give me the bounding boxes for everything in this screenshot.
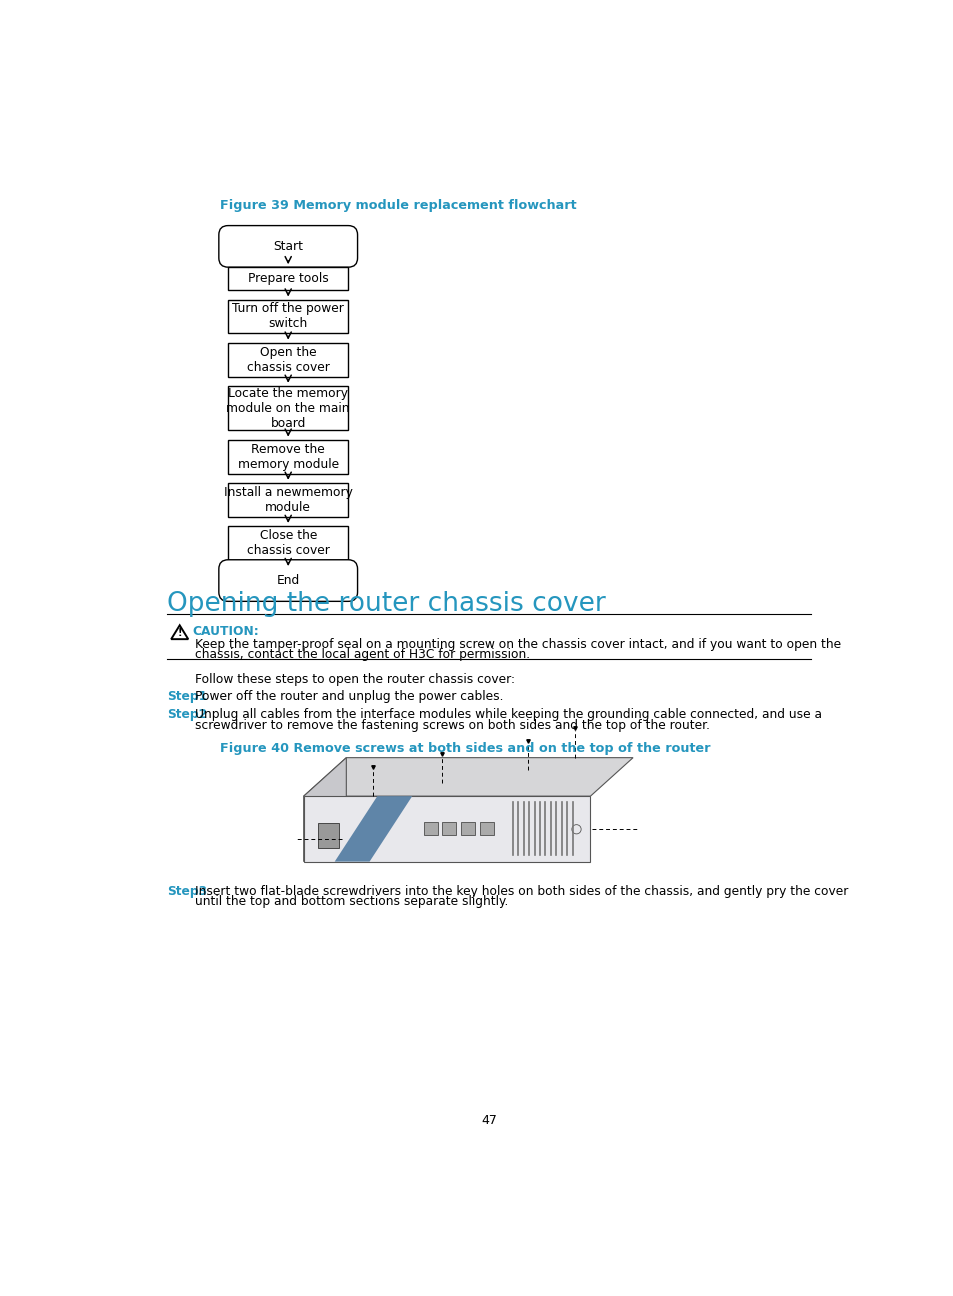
Text: Prepare tools: Prepare tools: [248, 272, 328, 285]
Text: CAUTION:: CAUTION:: [193, 625, 259, 638]
Bar: [228, 386, 348, 430]
Text: Start: Start: [273, 240, 303, 253]
Text: 47: 47: [480, 1115, 497, 1128]
Text: Unplug all cables from the interface modules while keeping the grounding cable c: Unplug all cables from the interface mod…: [195, 709, 821, 722]
Text: Figure 39 Memory module replacement flowchart: Figure 39 Memory module replacement flow…: [220, 198, 576, 211]
Text: until the top and bottom sections separate slightly.: until the top and bottom sections separa…: [195, 896, 508, 908]
Text: !: !: [177, 629, 182, 638]
Text: Step3: Step3: [167, 885, 207, 898]
Text: Follow these steps to open the router chassis cover:: Follow these steps to open the router ch…: [195, 673, 515, 686]
Text: End: End: [276, 574, 299, 587]
Polygon shape: [303, 758, 346, 862]
Bar: [228, 299, 348, 333]
Text: Keep the tamper-proof seal on a mounting screw on the chassis cover intact, and : Keep the tamper-proof seal on a mounting…: [195, 638, 841, 651]
Text: Step2: Step2: [167, 709, 208, 722]
Text: Figure 40 Remove screws at both sides and on the top of the router: Figure 40 Remove screws at both sides an…: [220, 743, 710, 756]
Bar: [303, 796, 590, 862]
Text: Turn off the power
switch: Turn off the power switch: [232, 302, 344, 330]
Bar: [479, 822, 493, 836]
Text: Opening the router chassis cover: Opening the router chassis cover: [167, 591, 605, 617]
Bar: [228, 483, 348, 517]
Text: Power off the router and unplug the power cables.: Power off the router and unplug the powe…: [195, 689, 503, 702]
Bar: [228, 342, 348, 377]
Text: Insert two flat-blade screwdrivers into the key holes on both sides of the chass: Insert two flat-blade screwdrivers into …: [195, 885, 847, 898]
Text: Step1: Step1: [167, 689, 208, 702]
Text: chassis, contact the local agent of H3C for permission.: chassis, contact the local agent of H3C …: [195, 648, 530, 661]
Polygon shape: [303, 758, 633, 796]
FancyBboxPatch shape: [218, 560, 357, 601]
Polygon shape: [335, 796, 412, 862]
Text: Close the
chassis cover: Close the chassis cover: [247, 529, 330, 557]
Text: Remove the
memory module: Remove the memory module: [237, 443, 338, 470]
Bar: [423, 822, 437, 836]
Text: Locate the memory
module on the main
board: Locate the memory module on the main boa…: [226, 386, 350, 429]
Bar: [317, 823, 339, 848]
Text: Open the
chassis cover: Open the chassis cover: [247, 346, 330, 373]
Text: Install a newmemory
module: Install a newmemory module: [224, 486, 353, 513]
Bar: [442, 822, 456, 836]
Text: screwdriver to remove the fastening screws on both sides and the top of the rout: screwdriver to remove the fastening scre…: [195, 719, 709, 732]
FancyBboxPatch shape: [218, 226, 357, 267]
Bar: [228, 526, 348, 560]
Bar: [228, 439, 348, 473]
Bar: [228, 267, 348, 290]
Bar: [460, 822, 475, 836]
